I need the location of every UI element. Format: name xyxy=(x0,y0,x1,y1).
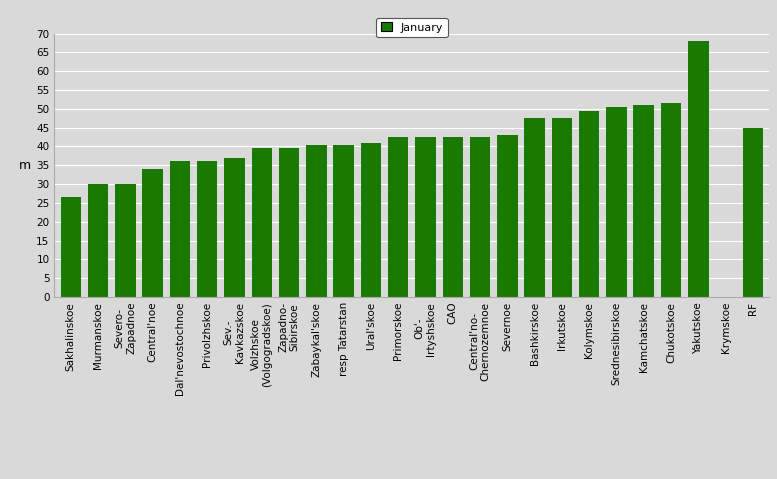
Bar xyxy=(524,118,545,297)
Bar xyxy=(579,111,599,297)
Bar xyxy=(470,137,490,297)
Bar xyxy=(279,148,299,297)
Bar xyxy=(225,158,245,297)
Bar xyxy=(142,169,163,297)
Bar xyxy=(660,103,681,297)
Bar xyxy=(606,107,627,297)
Legend: January: January xyxy=(376,18,448,37)
Bar xyxy=(169,161,190,297)
Bar xyxy=(633,105,654,297)
Bar xyxy=(443,137,463,297)
Bar xyxy=(497,135,517,297)
Y-axis label: m: m xyxy=(19,159,31,172)
Bar xyxy=(306,145,326,297)
Bar xyxy=(333,145,354,297)
Bar xyxy=(252,148,272,297)
Bar xyxy=(88,184,108,297)
Bar xyxy=(115,184,135,297)
Bar xyxy=(361,143,381,297)
Bar xyxy=(197,161,218,297)
Bar xyxy=(61,197,81,297)
Bar xyxy=(415,137,436,297)
Bar xyxy=(743,127,763,297)
Bar xyxy=(388,137,409,297)
Bar xyxy=(688,41,709,297)
Bar xyxy=(552,118,572,297)
